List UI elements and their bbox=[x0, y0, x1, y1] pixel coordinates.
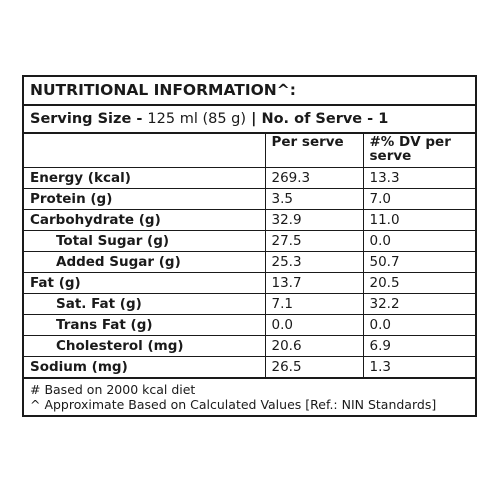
table-row: Carbohydrate (g) 32.9 11.0 bbox=[24, 208, 475, 231]
serves-count: No. of Serve - 1 bbox=[261, 111, 389, 127]
nutrition-panel: NUTRITIONAL INFORMATION^: Serving Size -… bbox=[22, 75, 477, 417]
footnote-dv-basis: # Based on 2000 kcal diet bbox=[30, 381, 196, 397]
serving-size-label: Serving Size - bbox=[30, 111, 148, 127]
per-serve-value: 27.5 bbox=[264, 229, 364, 252]
per-serve-value: 7.1 bbox=[264, 292, 364, 315]
nutrient-name: Fat (g) bbox=[24, 271, 266, 294]
nutrient-column-header bbox=[24, 134, 266, 168]
per-serve-value: 13.7 bbox=[264, 271, 364, 294]
per-serve-value: 3.5 bbox=[264, 187, 364, 210]
table-row: Added Sugar (g) 25.3 50.7 bbox=[24, 250, 475, 273]
dv-value: 32.2 bbox=[362, 292, 475, 315]
per-serve-value: 26.5 bbox=[264, 355, 364, 379]
table-row: Trans Fat (g) 0.0 0.0 bbox=[24, 313, 475, 336]
dv-value: 11.0 bbox=[362, 208, 475, 231]
nutrient-name: Total Sugar (g) bbox=[24, 229, 266, 252]
table-row: Sat. Fat (g) 7.1 32.2 bbox=[24, 292, 475, 315]
per-serve-value: 32.9 bbox=[264, 208, 364, 231]
nutrient-name: Trans Fat (g) bbox=[24, 313, 266, 336]
nutrient-name: Sat. Fat (g) bbox=[24, 292, 266, 315]
nutrient-name: Added Sugar (g) bbox=[24, 250, 266, 273]
serving-size-value: 125 ml (85 g) bbox=[147, 111, 247, 127]
dv-value: 7.0 bbox=[362, 187, 475, 210]
dv-value: 0.0 bbox=[362, 313, 475, 336]
per-serve-value: 269.3 bbox=[264, 166, 364, 189]
per-serve-value: 0.0 bbox=[264, 313, 364, 336]
per-serve-value: 25.3 bbox=[264, 250, 364, 273]
dv-value: 50.7 bbox=[362, 250, 475, 273]
table-row: Sodium (mg) 26.5 1.3 bbox=[24, 355, 475, 379]
footnote-reference: ^ Approximate Based on Calculated Values… bbox=[30, 396, 437, 412]
dv-value: 0.0 bbox=[362, 229, 475, 252]
dv-column-header: #% DV per serve bbox=[362, 134, 475, 168]
table-row: Energy (kcal) 269.3 13.3 bbox=[24, 166, 475, 189]
nutrient-name: Cholesterol (mg) bbox=[24, 334, 266, 357]
nutrition-table: Per serve #% DV per serve Energy (kcal) … bbox=[24, 134, 475, 379]
footnotes: # Based on 2000 kcal diet ^ Approximate … bbox=[24, 379, 475, 415]
table-row: Protein (g) 3.5 7.0 bbox=[24, 187, 475, 210]
table-header-row: Per serve #% DV per serve bbox=[24, 134, 475, 168]
nutrient-name: Carbohydrate (g) bbox=[24, 208, 266, 231]
table-row: Cholesterol (mg) 20.6 6.9 bbox=[24, 334, 475, 357]
dv-value: 13.3 bbox=[362, 166, 475, 189]
nutrient-name: Protein (g) bbox=[24, 187, 266, 210]
table-row: Total Sugar (g) 27.5 0.0 bbox=[24, 229, 475, 252]
dv-value: 20.5 bbox=[362, 271, 475, 294]
serving-separator: | bbox=[246, 111, 262, 127]
nutrient-name: Energy (kcal) bbox=[24, 166, 266, 189]
serving-info: Serving Size - 125 ml (85 g) | No. of Se… bbox=[24, 106, 475, 134]
per-serve-value: 20.6 bbox=[264, 334, 364, 357]
per-serve-column-header: Per serve bbox=[264, 134, 364, 168]
table-row: Fat (g) 13.7 20.5 bbox=[24, 271, 475, 294]
dv-value: 6.9 bbox=[362, 334, 475, 357]
dv-value: 1.3 bbox=[362, 355, 475, 379]
nutrient-name: Sodium (mg) bbox=[24, 355, 266, 379]
panel-title: NUTRITIONAL INFORMATION^: bbox=[24, 77, 475, 106]
